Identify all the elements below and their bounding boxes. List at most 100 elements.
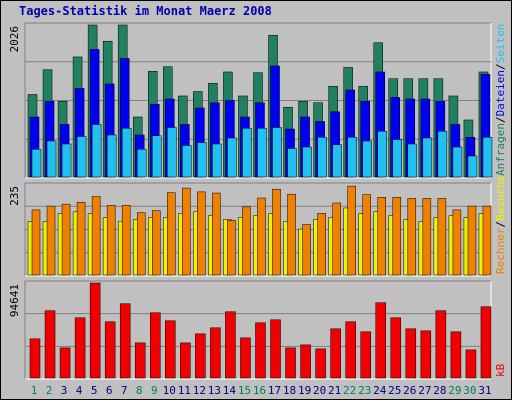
legend-label: Dateien	[494, 70, 507, 116]
bar-rechner-day-21	[332, 202, 341, 276]
y-max-label: 2026	[8, 26, 21, 53]
bar-rechner-day-15	[242, 206, 251, 276]
bar-rechner-day-12	[197, 191, 206, 276]
panel-1-legend: Anfragen/Dateien/Seiten	[494, 24, 507, 176]
panel-2-legend: Rechner/Besuche	[494, 175, 507, 274]
bar-seiten-day-25	[392, 139, 403, 178]
day-label-22: 22	[343, 384, 356, 397]
bar-rechner-day-23	[362, 194, 371, 276]
day-label-20: 20	[313, 384, 326, 397]
bar-seiten-day-21	[332, 144, 342, 178]
bar-seiten-day-24	[377, 130, 387, 178]
bar-seiten-day-2	[46, 140, 57, 178]
bar-seiten-day-30	[467, 155, 478, 178]
bar-kb-day-23	[360, 331, 371, 379]
bar-seiten-day-31	[482, 136, 493, 178]
bar-kb-day-22	[345, 321, 356, 379]
bar-seiten-day-12	[197, 142, 207, 178]
bar-rechner-day-9	[152, 210, 161, 276]
bar-seiten-day-15	[242, 127, 252, 178]
bar-rechner-day-29	[452, 209, 462, 276]
bar-kb-day-27	[420, 330, 432, 379]
bar-kb-day-6	[104, 321, 116, 379]
bar-rechner-day-8	[136, 212, 146, 276]
bar-kb-day-13	[210, 327, 221, 379]
bar-seiten-day-14	[227, 137, 237, 178]
y-max-label: 235	[8, 186, 21, 206]
bar-seiten-day-23	[362, 140, 372, 178]
day-label-29: 29	[448, 384, 461, 397]
legend-label: Besuche	[494, 175, 507, 221]
day-label-27: 27	[418, 384, 431, 397]
day-label-7: 7	[121, 384, 128, 397]
bar-kb-day-1	[29, 338, 41, 379]
bar-seiten-day-29	[452, 146, 463, 178]
bar-rechner-day-16	[257, 197, 266, 276]
day-label-5: 5	[91, 384, 98, 397]
bar-kb-day-24	[375, 302, 386, 379]
bar-rechner-day-13	[212, 192, 221, 276]
bar-kb-day-3	[59, 347, 71, 379]
bar-seiten-day-3	[61, 143, 72, 178]
bar-seiten-day-10	[167, 127, 177, 178]
bar-kb-day-11	[180, 342, 191, 379]
bar-kb-day-12	[195, 333, 206, 379]
bar-rechner-day-11	[182, 187, 191, 276]
day-label-30: 30	[463, 384, 476, 397]
bar-kb-day-2	[44, 310, 56, 379]
bar-seiten-day-5	[91, 124, 102, 178]
bar-seiten-day-22	[347, 136, 357, 178]
legend-label: /	[494, 63, 507, 70]
day-label-11: 11	[178, 384, 191, 397]
bar-kb-day-16	[255, 322, 266, 379]
day-label-12: 12	[193, 384, 206, 397]
bar-seiten-day-13	[212, 143, 222, 178]
bar-rechner-day-19	[302, 224, 311, 276]
bar-rechner-day-6	[106, 205, 116, 276]
day-label-24: 24	[373, 384, 387, 397]
day-label-18: 18	[283, 384, 296, 397]
bar-rechner-day-3	[61, 203, 71, 276]
bar-kb-day-20	[315, 348, 326, 379]
bar-seiten-day-9	[152, 135, 162, 178]
bar-rechner-day-5	[91, 196, 101, 276]
bar-seiten-day-19	[302, 146, 312, 178]
day-label-4: 4	[76, 384, 83, 397]
bar-kb-day-19	[300, 344, 311, 379]
bar-rechner-day-24	[377, 197, 386, 276]
day-label-9: 9	[151, 384, 158, 397]
bar-kb-day-5	[89, 282, 101, 379]
day-label-13: 13	[208, 384, 221, 397]
bar-seiten-day-20	[317, 136, 327, 178]
bar-seiten-day-4	[76, 136, 87, 178]
bar-kb-day-8	[134, 342, 146, 379]
bar-rechner-day-31	[482, 205, 492, 276]
bar-seiten-day-1	[31, 148, 42, 178]
day-label-2: 2	[46, 384, 53, 397]
bar-kb-day-7	[119, 303, 131, 379]
bar-kb-day-21	[330, 328, 341, 379]
bar-kb-day-31	[480, 306, 492, 379]
bar-seiten-day-27	[422, 137, 433, 178]
day-label-23: 23	[358, 384, 371, 397]
legend-label: Anfragen	[494, 123, 507, 176]
bar-seiten-day-26	[407, 143, 418, 178]
bar-rechner-day-1	[31, 209, 41, 276]
bar-rechner-day-25	[392, 197, 402, 276]
legend-label: /	[494, 116, 507, 123]
bar-rechner-day-28	[437, 198, 447, 276]
day-label-14: 14	[223, 384, 237, 397]
bar-seiten-day-16	[257, 127, 267, 178]
bar-rechner-day-7	[121, 205, 131, 276]
legend-label: /	[494, 221, 507, 228]
bar-kb-day-15	[240, 337, 251, 379]
panel-3-legend: kB	[494, 363, 507, 377]
bar-rechner-day-30	[467, 205, 477, 276]
bar-seiten-day-8	[136, 148, 147, 178]
bar-seiten-day-18	[287, 148, 297, 178]
bar-kb-day-28	[435, 310, 447, 379]
day-label-17: 17	[268, 384, 281, 397]
legend-label: Seiten	[494, 24, 507, 64]
